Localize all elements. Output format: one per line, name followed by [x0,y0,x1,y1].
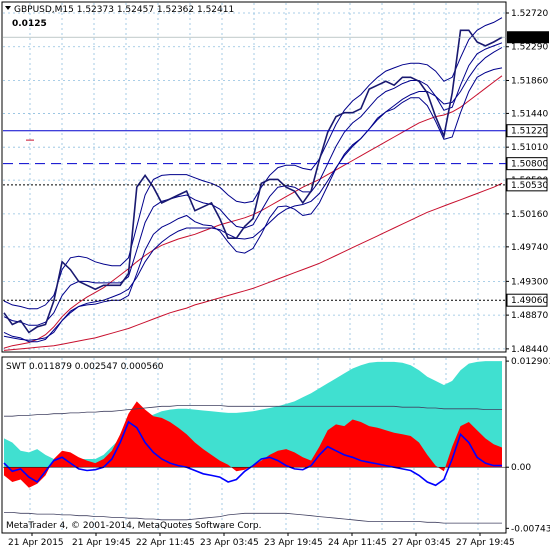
y-tick-label: 1.51010 [511,143,548,153]
chart-header: GBPUSD,M15 1.52373 1.52457 1.52362 1.524… [14,5,234,15]
current-price-box [507,31,549,44]
y-tick-label: 1.51440 [511,109,548,119]
y-tick-label: 1.49300 [511,277,548,287]
x-tick-label: 21 Apr 19:45 [72,538,131,548]
swt-upper-line [4,405,502,417]
x-tick-label: 27 Apr 19:45 [456,538,515,548]
swt-lower-line [4,512,502,524]
x-tick-label: 23 Apr 03:45 [200,538,259,548]
y-tick-label: 1.48870 [511,311,548,321]
level-label-box [506,178,548,192]
x-tick-label: 22 Apr 11:45 [136,538,195,548]
copyright-text: MetaTrader 4, © 2001-2014, MetaQuotes So… [6,521,262,531]
series-band-down [3,67,503,343]
indicator-title: SWT 0.011879 0.002547 0.000560 [6,362,164,372]
x-tick-label: 23 Apr 19:45 [264,538,323,548]
level-label: 1.50530 [511,181,548,191]
level-label-box [506,124,548,138]
series-red-low [3,182,503,351]
x-tick-label: 24 Apr 11:45 [328,538,387,548]
y-tick-label: 1.50160 [511,210,548,220]
swt-y-tick-label: -0.007432 [511,524,550,534]
series-red-mid [3,75,503,349]
y-tick-label: 1.51860 [511,76,548,86]
level-label: 1.50800 [511,160,548,170]
x-tick-label: 27 Apr 03:45 [392,538,451,548]
swt-y-tick-label: 0.00 [511,463,531,473]
series-band-up [3,17,503,310]
y-tick-label: 1.52290 [511,43,548,53]
swt-y-tick-label: 0.012901 [511,357,550,367]
current-price-label: 1.52411 [511,33,548,43]
y-tick-label: 1.52720 [511,9,548,19]
swt-blue-line [3,420,502,487]
level-label-box [506,157,548,171]
series-ma-slow [3,47,503,341]
y-tick-label: 1.48440 [511,345,548,355]
level-label: 1.51220 [511,127,548,137]
series-price [3,29,503,334]
level-label: 1.49060 [511,296,548,306]
dropdown-arrow-icon [5,6,11,10]
big-value: 0.0125 [12,19,47,29]
level-label-box [506,293,548,307]
y-tick-label: 1.49740 [511,243,548,253]
x-tick-label: 21 Apr 2015 [8,538,64,548]
